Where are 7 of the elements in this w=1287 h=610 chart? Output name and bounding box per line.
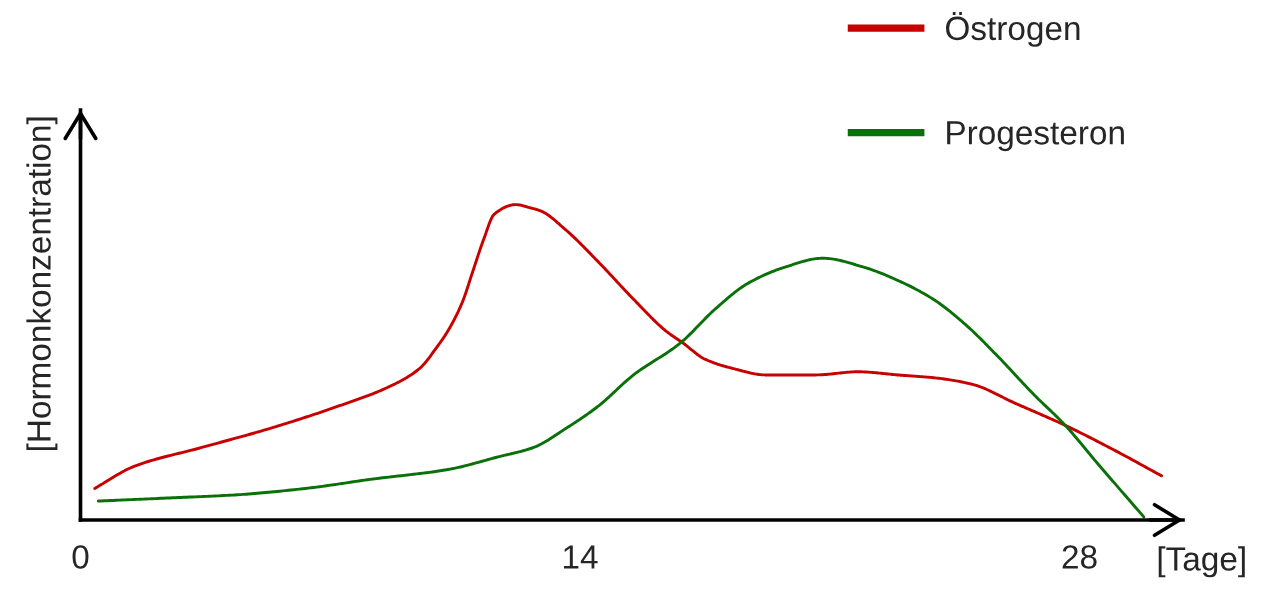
x-axis-title: [Tage] <box>1158 546 1245 578</box>
x-tick-label: 14 <box>564 545 598 569</box>
x-tick-label: 0 <box>72 545 89 569</box>
legend-label: Progesteron <box>947 121 1124 152</box>
x-tick-label: 28 <box>1062 545 1097 569</box>
legend-label: Östrogen <box>946 12 1080 47</box>
y-axis-title: [Hormonkonzentration] <box>26 117 58 451</box>
